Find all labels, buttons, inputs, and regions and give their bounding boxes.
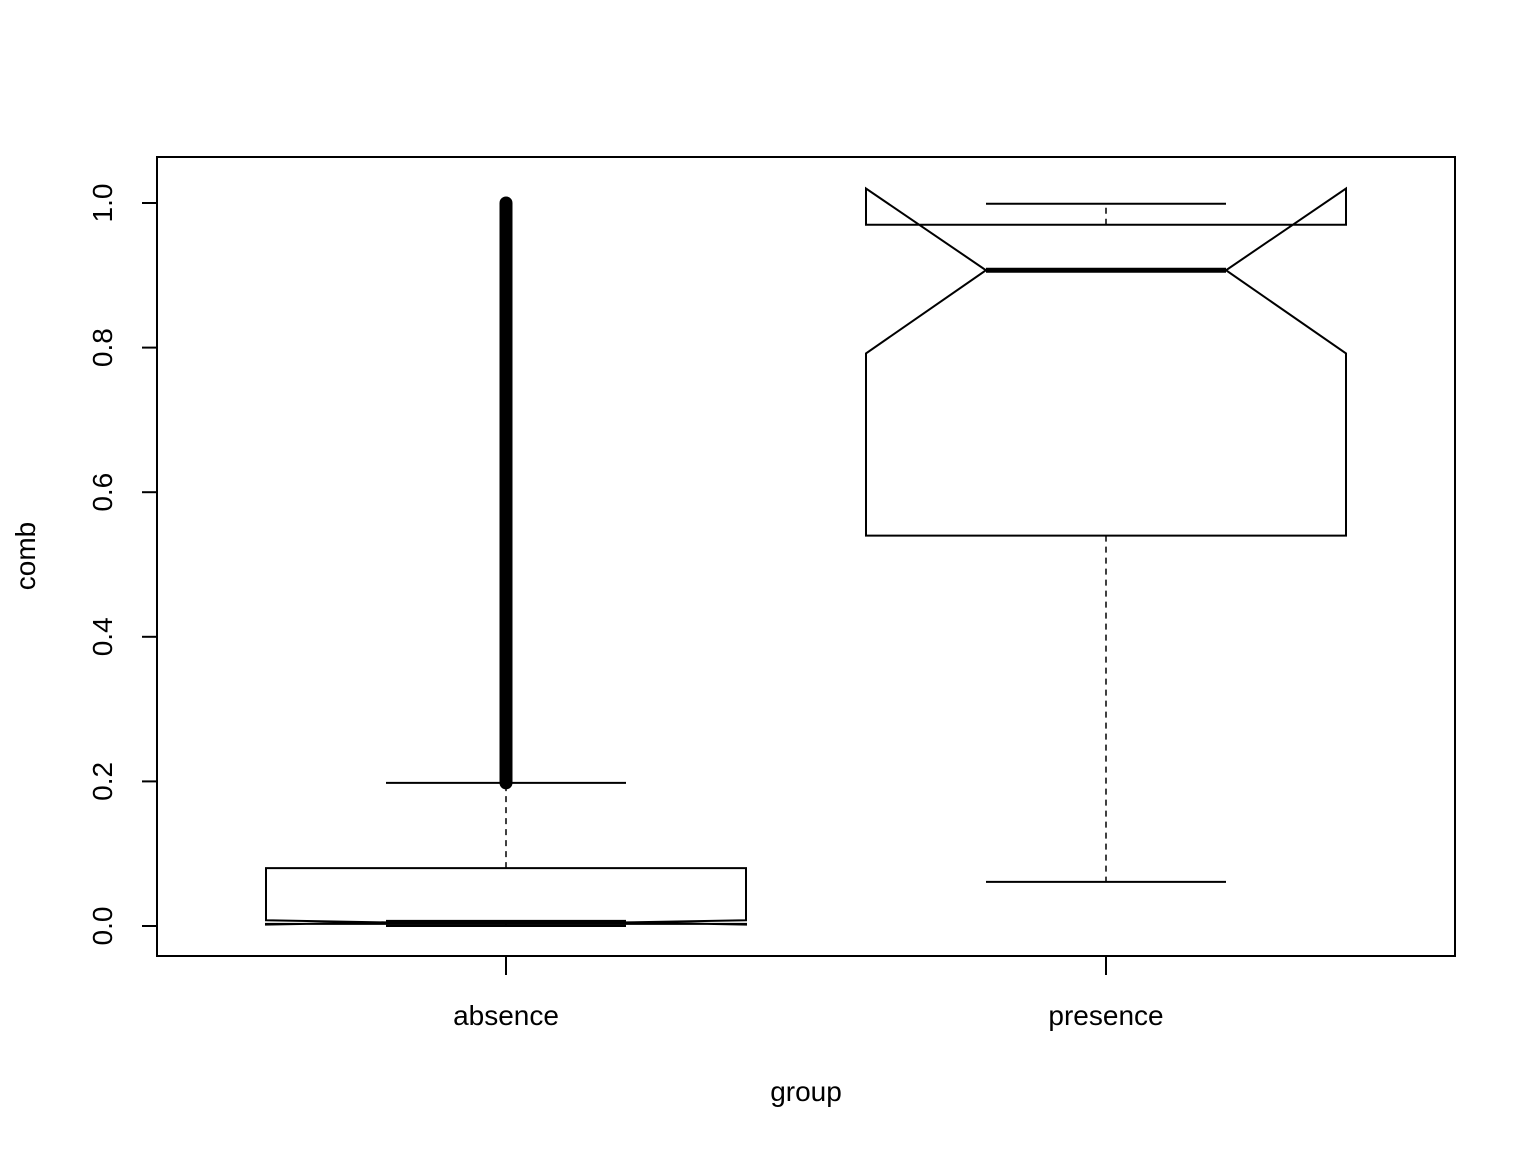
notched-box bbox=[265, 867, 747, 926]
y-axis: 0.0 0.2 0.4 0.6 0.8 1.0 bbox=[87, 184, 158, 946]
y-tick-label: 0.4 bbox=[87, 617, 118, 656]
y-tick-label: 0.6 bbox=[87, 473, 118, 512]
box-absence bbox=[265, 196, 747, 927]
box-presence bbox=[865, 186, 1347, 883]
x-tick-label: presence bbox=[1048, 1000, 1163, 1031]
y-tick-label: 0.2 bbox=[87, 762, 118, 801]
y-axis-label: comb bbox=[10, 522, 41, 590]
x-axis-label: group bbox=[770, 1076, 842, 1107]
notched-box bbox=[865, 186, 1347, 537]
y-tick-label: 0.0 bbox=[87, 907, 118, 946]
y-tick-label: 0.8 bbox=[87, 328, 118, 367]
y-tick-label: 1.0 bbox=[87, 184, 118, 223]
boxes bbox=[265, 186, 1347, 927]
x-tick-label: absence bbox=[453, 1000, 559, 1031]
x-axis: absence presence bbox=[453, 955, 1164, 1031]
plot-frame bbox=[156, 156, 1456, 957]
